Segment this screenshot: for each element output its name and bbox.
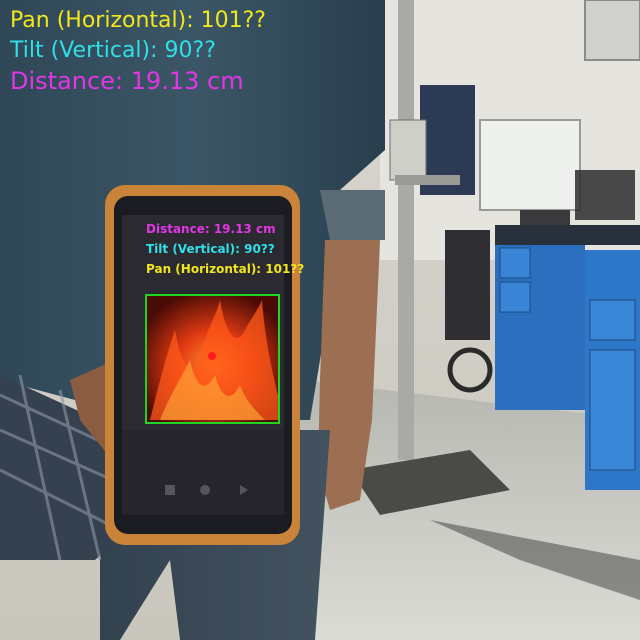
distance-readout: Distance: 19.13 cm bbox=[10, 67, 244, 95]
target-dot-icon bbox=[208, 352, 216, 360]
phone-distance-label: Distance: 19.13 cm bbox=[146, 222, 276, 236]
phone-tilt-label: Tilt (Vertical): 90?? bbox=[146, 242, 275, 256]
tilt-readout: Tilt (Vertical): 90?? bbox=[10, 38, 216, 63]
pan-readout: Pan (Horizontal): 101?? bbox=[10, 8, 266, 33]
phone-pan-label: Pan (Horizontal): 101?? bbox=[146, 262, 305, 276]
fire-image bbox=[147, 296, 279, 422]
detection-box bbox=[145, 294, 280, 424]
